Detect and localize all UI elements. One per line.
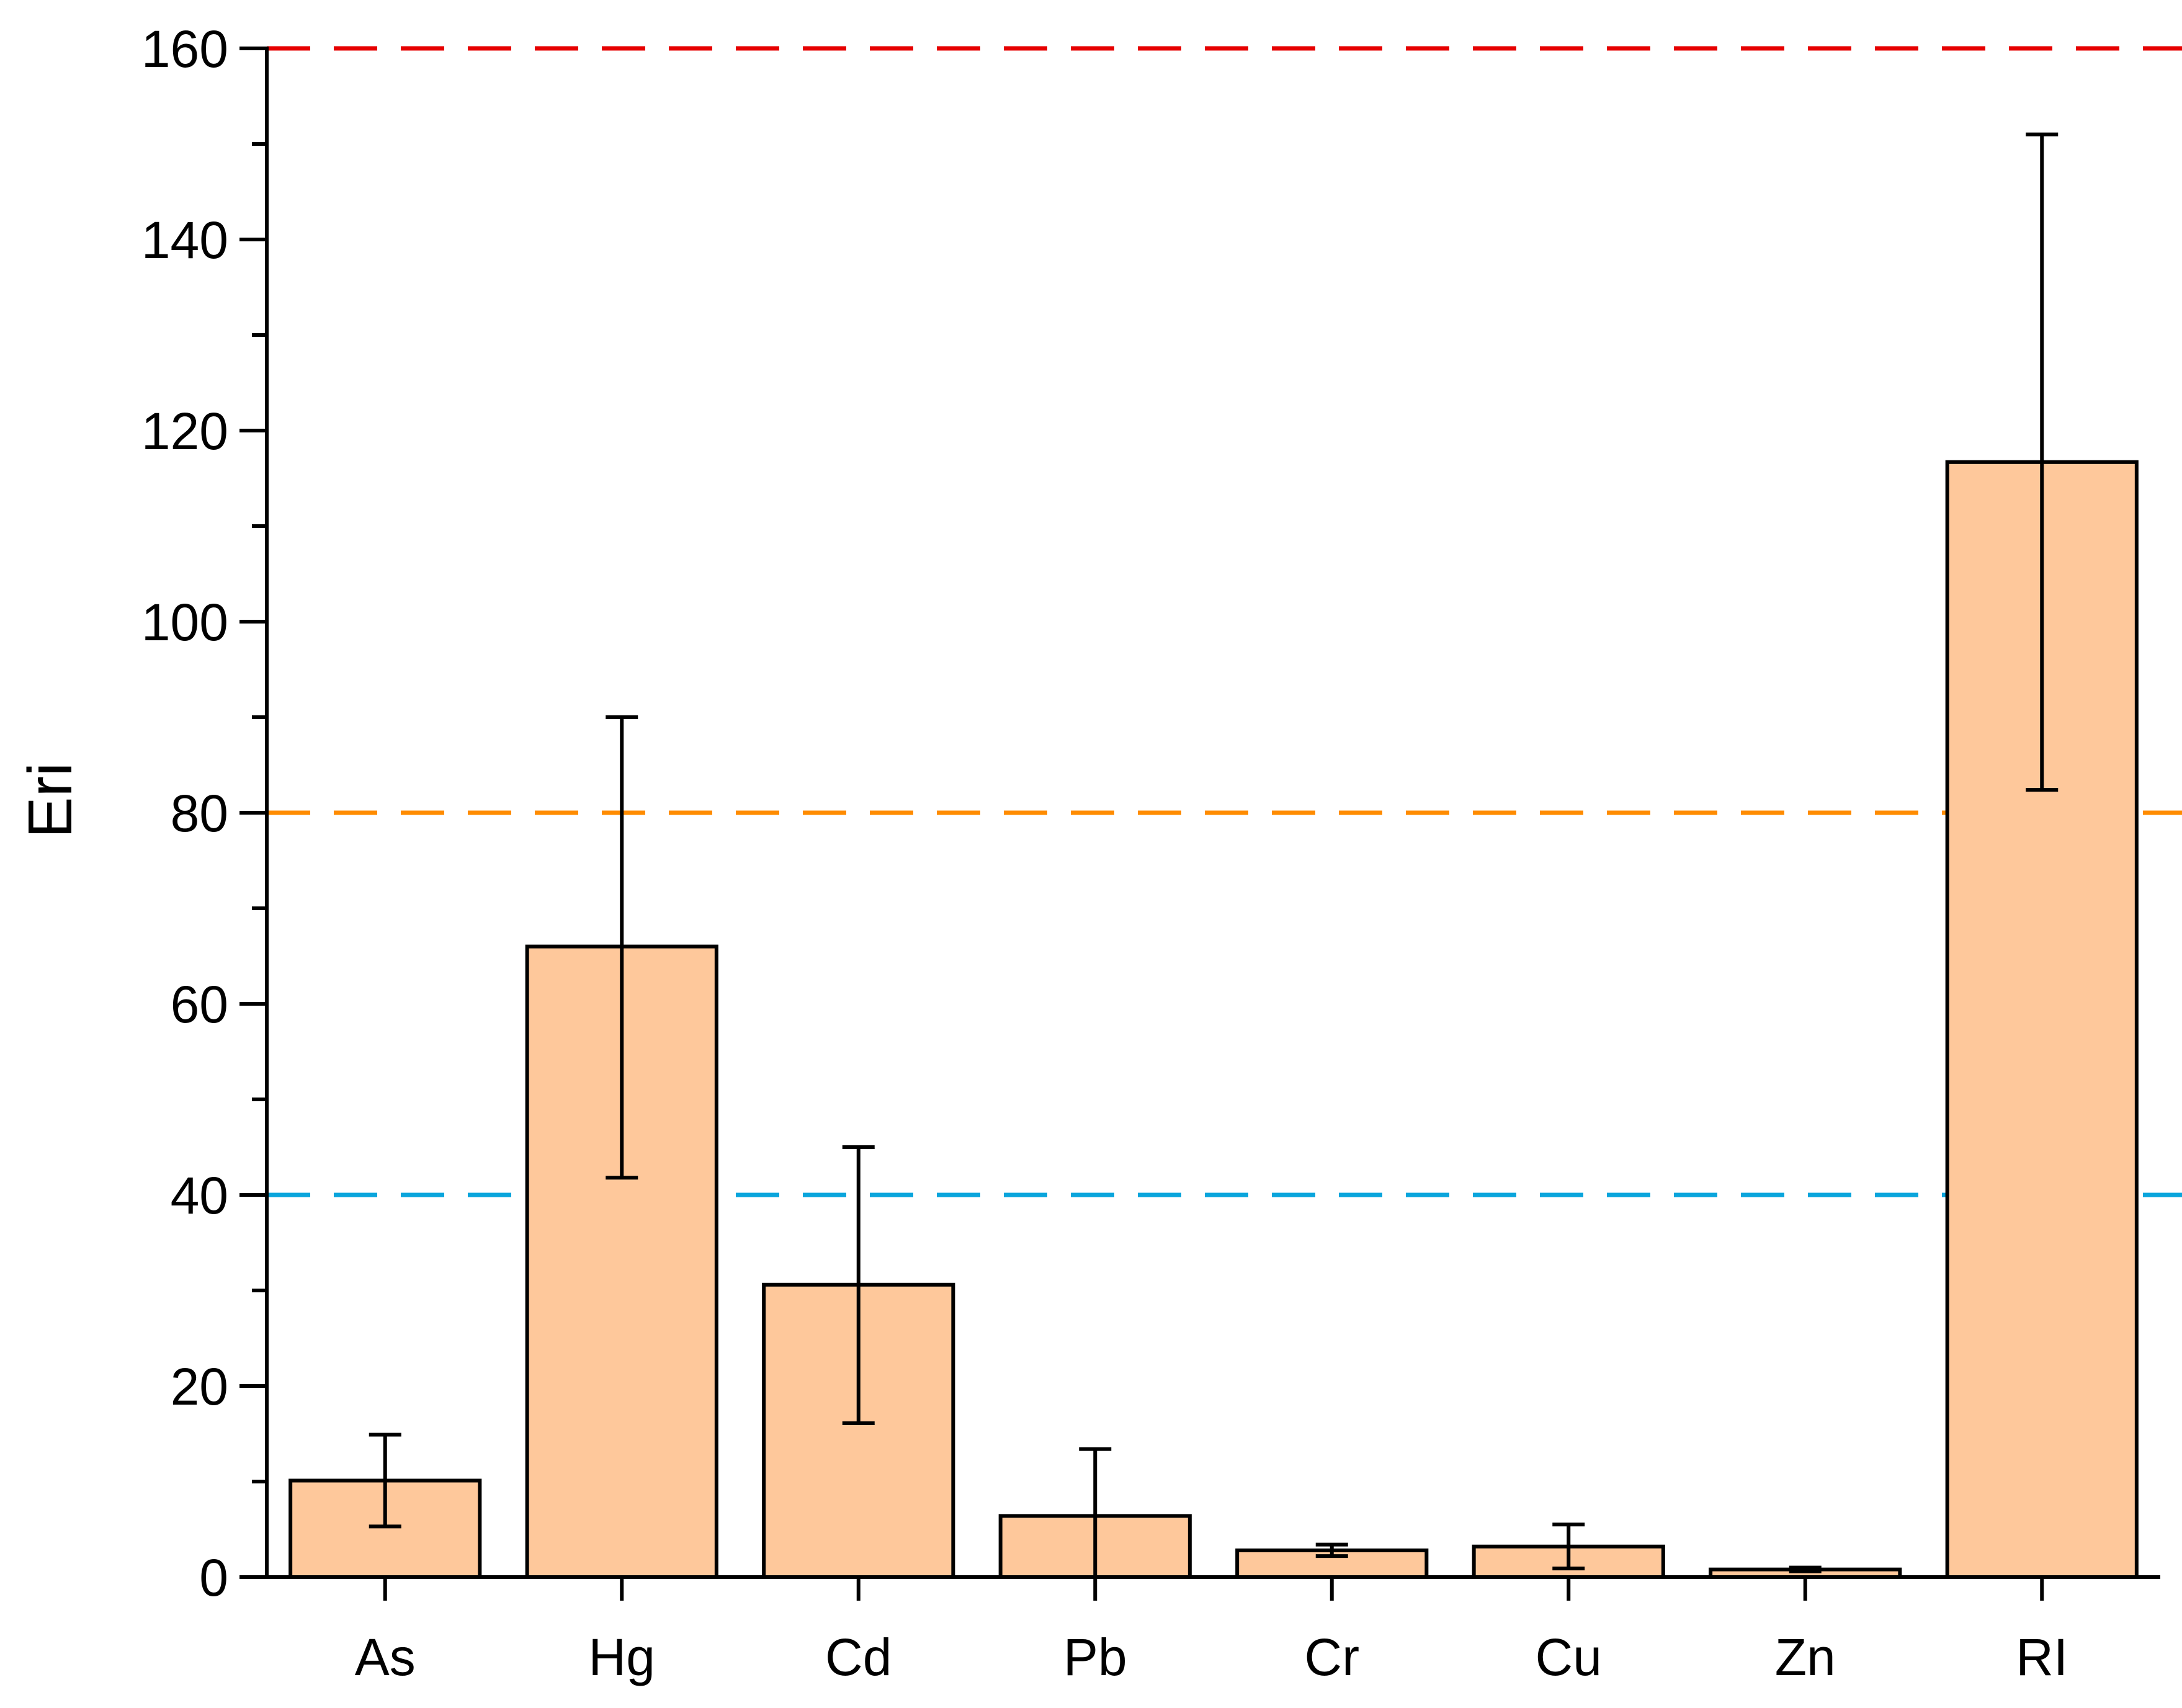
y-tick-label: 140 [141,211,228,269]
y-axis-title: Eri [16,762,85,838]
x-tick-label-as: As [355,1628,416,1686]
error-bar-hg [606,715,638,1180]
x-tick-label-cu: Cu [1536,1628,1602,1686]
x-tick-label-ri: RI [2016,1628,2068,1686]
error-bar-cr [1315,1542,1348,1558]
y-tick-label: 0 [199,1549,228,1607]
x-tick-label-pb: Pb [1063,1628,1127,1686]
error-bar-as [369,1433,401,1529]
x-tick-label-zn: Zn [1775,1628,1836,1686]
error-bar-cd [842,1145,875,1426]
y-tick-label: 120 [141,402,228,460]
y-tick-label: 160 [141,20,228,78]
error-bar-ri [2026,132,2059,792]
x-axis-categories: As Hg Cd Pb Cr Cu Zn RI [355,1577,2068,1686]
x-tick-label-cr: Cr [1304,1628,1359,1686]
y-tick-label: 80 [171,784,228,843]
bar-group [288,460,2139,1580]
x-tick-label-cd: Cd [825,1628,892,1686]
y-axis-ticks: 0 20 40 60 80 100 120 140 160 [141,20,267,1607]
error-bar-group [369,132,2059,1579]
x-tick-label-hg: Hg [589,1628,655,1686]
error-bar-zn [1789,1565,1822,1573]
y-tick-label: 60 [171,975,228,1034]
y-tick-label: 20 [171,1357,228,1416]
y-tick-label: 100 [141,593,228,651]
error-bar-cu [1552,1522,1585,1571]
reference-lines [267,46,2182,1197]
y-tick-label: 40 [171,1166,228,1225]
